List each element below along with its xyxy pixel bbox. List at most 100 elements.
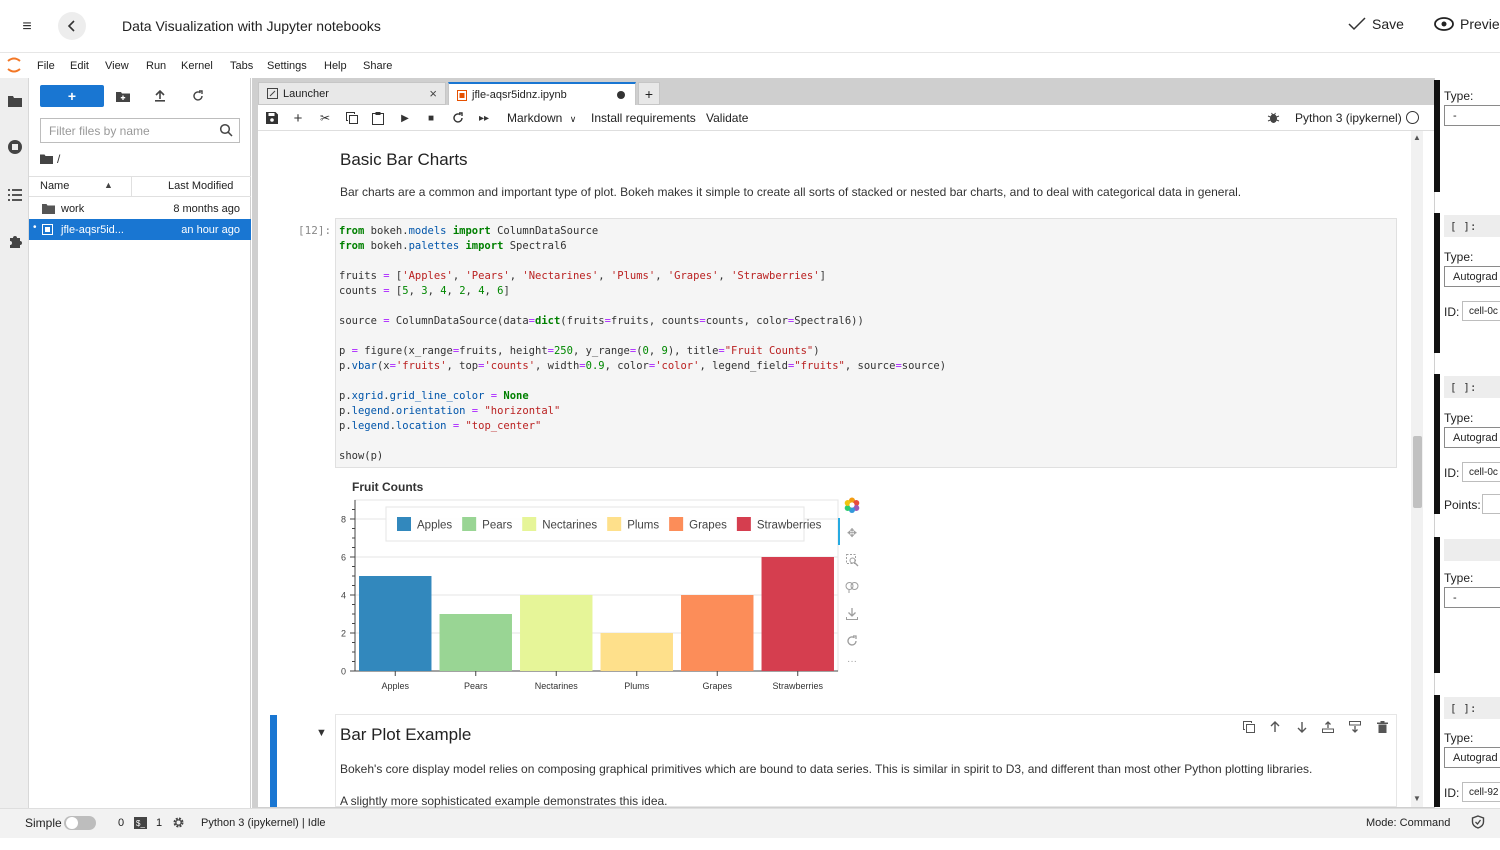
close-icon[interactable]: × — [429, 86, 437, 101]
menu-settings[interactable]: Settings — [267, 60, 307, 72]
copy-icon[interactable] — [345, 111, 359, 125]
menu-view[interactable]: View — [105, 60, 129, 72]
terminal-icon[interactable]: $_ — [134, 817, 147, 829]
notification-shield-icon[interactable] — [1471, 815, 1485, 829]
restart-icon[interactable] — [451, 111, 465, 125]
insert-below-icon[interactable] — [1348, 720, 1362, 734]
breadcrumb[interactable]: / — [40, 152, 60, 166]
menu-run[interactable]: Run — [146, 60, 167, 72]
run-icon[interactable]: ▶ — [401, 112, 409, 124]
chevron-left-icon — [67, 20, 75, 32]
duplicate-cell-icon[interactable] — [1242, 720, 1256, 734]
save-download-icon[interactable] — [844, 606, 860, 622]
collapse-caret-icon[interactable]: ▼ — [316, 727, 327, 739]
menu-tabs[interactable]: Tabs — [230, 60, 254, 72]
file-name: jfle-aqsr5id... — [61, 223, 124, 236]
refresh-icon[interactable] — [190, 88, 206, 104]
folder-icon[interactable] — [6, 92, 24, 110]
legend-label: Nectarines — [542, 520, 597, 532]
delete-cell-icon[interactable] — [1375, 720, 1389, 734]
id-field[interactable]: cell-0c — [1462, 462, 1500, 482]
kernel-gear-icon[interactable] — [172, 816, 185, 829]
more-tools-icon[interactable]: ··· — [847, 655, 857, 667]
cell-type-dropdown[interactable]: Markdown ∨ — [507, 111, 576, 125]
preview-button[interactable]: Previe — [1434, 16, 1500, 32]
id-field[interactable]: cell-92 — [1462, 782, 1500, 802]
type-select[interactable]: Autograd — [1444, 427, 1500, 448]
extension-icon[interactable] — [6, 232, 24, 250]
new-folder-icon[interactable] — [115, 88, 131, 104]
check-icon — [1348, 17, 1366, 31]
code-cell[interactable] — [335, 218, 1397, 468]
markdown-paragraph: Bar charts are a common and important ty… — [340, 185, 1242, 199]
jupyter-logo-icon — [7, 57, 21, 73]
running-icon[interactable] — [6, 138, 24, 156]
y-tick-label: 2 — [341, 629, 346, 639]
menu-edit[interactable]: Edit — [70, 60, 89, 72]
menu-kernel[interactable]: Kernel — [181, 60, 213, 72]
type-select[interactable]: - — [1444, 587, 1500, 608]
validate-button[interactable]: Validate — [706, 111, 749, 125]
filter-files-input[interactable]: Filter files by name — [40, 118, 240, 143]
cut-icon[interactable]: ✂ — [319, 111, 331, 125]
markdown-cell[interactable] — [335, 714, 1397, 807]
scroll-up-icon[interactable]: ▲ — [1413, 133, 1421, 142]
running-dot-icon: • — [33, 222, 37, 233]
column-name-header[interactable]: Name — [40, 180, 70, 192]
cell-divider — [1434, 695, 1440, 807]
points-field[interactable] — [1482, 494, 1500, 514]
bokeh-logo-icon[interactable] — [844, 497, 860, 513]
unsaved-dot-icon[interactable] — [617, 91, 625, 99]
save-button[interactable]: Save — [1348, 16, 1404, 32]
box-zoom-icon[interactable] — [844, 552, 860, 568]
move-up-icon[interactable] — [1268, 720, 1282, 734]
paste-icon[interactable] — [371, 111, 385, 125]
folder-icon — [42, 204, 55, 214]
toggle-knob[interactable] — [66, 817, 78, 829]
type-select[interactable]: - — [1444, 105, 1500, 126]
toc-icon[interactable] — [6, 186, 24, 204]
menu-share[interactable]: Share — [363, 60, 393, 72]
legend-swatch — [522, 517, 537, 531]
legend-box — [385, 506, 805, 542]
add-tab-button[interactable]: + — [638, 82, 660, 105]
file-modified: an hour ago — [181, 223, 240, 236]
chevron-down-icon: ∨ — [569, 114, 577, 124]
type-select[interactable]: Autograd — [1444, 747, 1500, 768]
pan-icon[interactable]: ✥ — [846, 526, 858, 540]
back-button[interactable] — [58, 12, 86, 40]
tab-launcher[interactable]: Launcher × — [258, 82, 446, 105]
scrollbar-thumb[interactable] — [1413, 436, 1422, 508]
tab-notebook[interactable]: jfle-aqsr5idnz.ipynb — [448, 82, 636, 106]
column-modified-header[interactable]: Last Modified — [168, 180, 234, 192]
menu-help[interactable]: Help — [324, 60, 347, 72]
type-select[interactable]: Autograd — [1444, 266, 1500, 287]
x-tick-label: Grapes — [702, 681, 732, 691]
code-editor[interactable]: from bokeh.models import ColumnDataSourc… — [339, 225, 947, 462]
new-launcher-button[interactable]: + — [40, 85, 104, 107]
wheel-zoom-icon[interactable] — [844, 579, 860, 595]
move-down-icon[interactable] — [1295, 720, 1309, 734]
file-row-work[interactable]: work 8 months ago — [29, 198, 251, 219]
bar-pears — [439, 614, 512, 671]
scroll-down-icon[interactable]: ▼ — [1413, 794, 1421, 803]
id-label: ID: — [1444, 786, 1460, 800]
stop-icon[interactable]: ■ — [427, 112, 435, 124]
menu-file[interactable]: File — [37, 60, 55, 72]
insert-cell-icon[interactable]: + — [293, 109, 303, 127]
reset-icon[interactable] — [844, 633, 860, 649]
id-field[interactable]: cell-0c — [1462, 301, 1500, 321]
kernel-name[interactable]: Python 3 (ipykernel) — [1295, 111, 1402, 125]
install-requirements-button[interactable]: Install requirements — [591, 111, 696, 125]
cell-prompt: [12]: — [298, 224, 332, 237]
legend-swatch — [607, 517, 622, 531]
sort-ascending-icon[interactable]: ▲ — [104, 180, 113, 190]
file-row-notebook[interactable]: • jfle-aqsr5id... an hour ago — [29, 219, 251, 240]
insert-above-icon[interactable] — [1321, 720, 1335, 734]
fast-forward-icon[interactable]: ▸▸ — [478, 112, 490, 124]
top-header — [0, 0, 1500, 53]
upload-icon[interactable] — [152, 88, 168, 104]
bug-icon[interactable] — [1267, 111, 1280, 124]
save-icon[interactable] — [265, 111, 279, 125]
menu-icon[interactable]: ≡ — [22, 18, 32, 35]
